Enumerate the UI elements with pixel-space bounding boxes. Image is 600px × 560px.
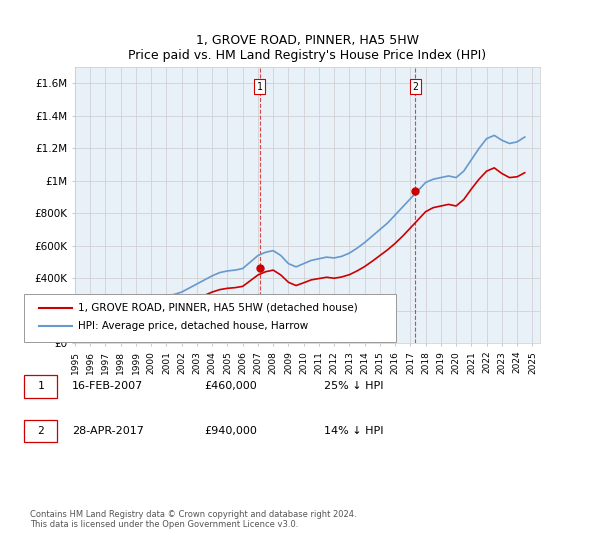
Text: 2: 2 — [413, 82, 418, 92]
Text: 2: 2 — [37, 426, 44, 436]
Text: 16-FEB-2007: 16-FEB-2007 — [72, 381, 143, 391]
Text: 1: 1 — [37, 381, 44, 391]
Text: 1, GROVE ROAD, PINNER, HA5 5HW (detached house): 1, GROVE ROAD, PINNER, HA5 5HW (detached… — [78, 303, 358, 313]
Text: 28-APR-2017: 28-APR-2017 — [72, 426, 144, 436]
Text: Contains HM Land Registry data © Crown copyright and database right 2024.
This d: Contains HM Land Registry data © Crown c… — [30, 510, 356, 529]
Text: HPI: Average price, detached house, Harrow: HPI: Average price, detached house, Harr… — [78, 321, 308, 332]
Text: 14% ↓ HPI: 14% ↓ HPI — [324, 426, 383, 436]
Text: 1: 1 — [257, 82, 263, 92]
Title: 1, GROVE ROAD, PINNER, HA5 5HW
Price paid vs. HM Land Registry's House Price Ind: 1, GROVE ROAD, PINNER, HA5 5HW Price pai… — [128, 34, 487, 62]
Text: £460,000: £460,000 — [204, 381, 257, 391]
Text: £940,000: £940,000 — [204, 426, 257, 436]
Text: 25% ↓ HPI: 25% ↓ HPI — [324, 381, 383, 391]
